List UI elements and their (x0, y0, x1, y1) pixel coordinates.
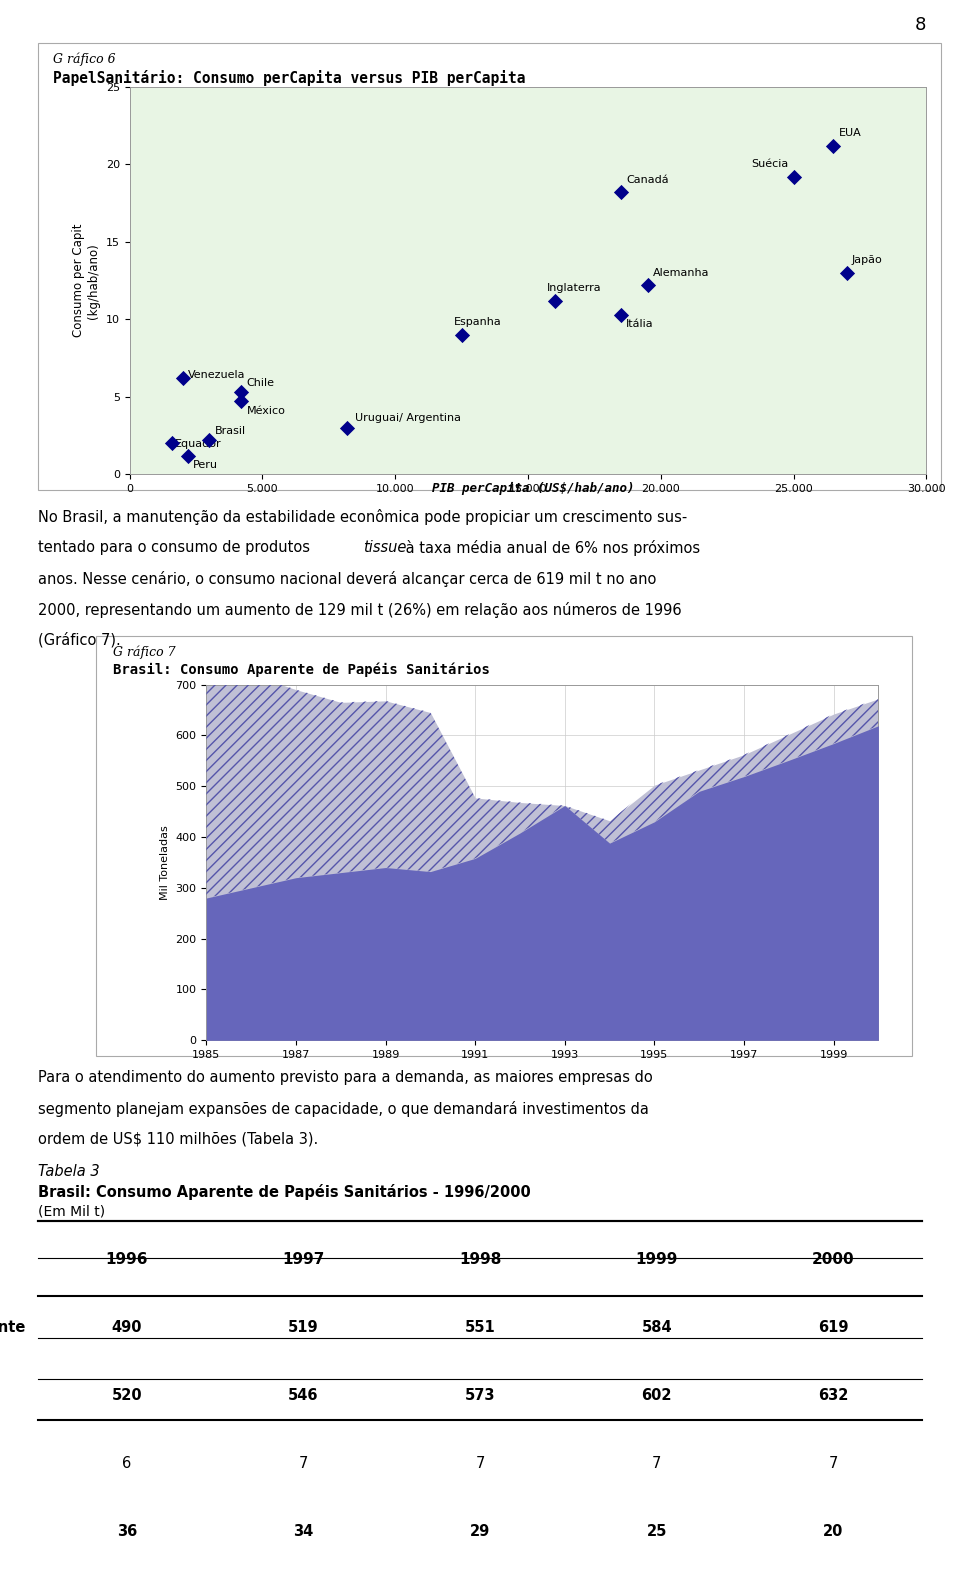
Text: Suécia: Suécia (751, 160, 788, 169)
Text: à taxa média anual de 6% nos próximos: à taxa média anual de 6% nos próximos (401, 539, 701, 557)
Point (786, 164, 802, 190)
Point (839, 261, 854, 286)
Text: anos. Nesse cenário, o consumo nacional deverá alcançar cerca de 619 mil t no an: anos. Nesse cenário, o consumo nacional … (38, 571, 657, 587)
Text: Venezuela: Venezuela (188, 370, 246, 381)
Text: Brasil: Consumo Aparente de Papéis Sanitários - 1996/2000: Brasil: Consumo Aparente de Papéis Sanit… (38, 1184, 531, 1200)
Text: No Brasil, a manutenção da estabilidade econômica pode propiciar um crescimento : No Brasil, a manutenção da estabilidade … (38, 509, 687, 525)
Text: Tabela 3: Tabela 3 (38, 1164, 100, 1178)
Point (613, 180, 629, 206)
Text: Chile: Chile (247, 378, 275, 387)
Point (547, 288, 563, 313)
Point (233, 379, 249, 405)
Point (454, 323, 469, 348)
Point (175, 365, 190, 391)
Text: Japão: Japão (852, 255, 883, 266)
Text: Canadá: Canadá (626, 174, 669, 185)
Text: ordem de US$ 110 milhões (Tabela 3).: ordem de US$ 110 milhões (Tabela 3). (38, 1132, 319, 1146)
Point (164, 430, 180, 455)
Text: Para o atendimento do aumento previsto para a demanda, as maiores empresas do: Para o atendimento do aumento previsto p… (38, 1070, 653, 1085)
Text: 8: 8 (915, 16, 926, 33)
Text: segmento planejam expansões de capacidade, o que demandará investimentos da: segmento planejam expansões de capacidad… (38, 1100, 649, 1118)
Text: tentado para o consumo de produtos: tentado para o consumo de produtos (38, 539, 315, 555)
Text: PIB perCapita (US$/hab/ano): PIB perCapita (US$/hab/ano) (432, 482, 634, 495)
Text: Uruguai/ Argentina: Uruguai/ Argentina (355, 413, 462, 424)
Text: Itália: Itália (626, 319, 654, 329)
Text: (Gráfico 7).: (Gráfico 7). (38, 632, 121, 648)
Y-axis label: Mil Toneladas: Mil Toneladas (160, 825, 170, 900)
Text: tissue: tissue (363, 539, 406, 555)
Text: 2000, representando um aumento de 129 mil t (26%) em relação aos números de 1996: 2000, representando um aumento de 129 mi… (38, 601, 682, 618)
Point (180, 443, 196, 468)
Text: G ráfico 7: G ráfico 7 (113, 645, 176, 659)
Text: Brasil: Consumo Aparente de Papéis Sanitários: Brasil: Consumo Aparente de Papéis Sanit… (113, 662, 491, 677)
Point (202, 427, 217, 452)
Text: EUA: EUA (839, 128, 861, 138)
Text: Inglaterra: Inglaterra (546, 283, 601, 292)
Text: G ráfico 6: G ráfico 6 (53, 52, 115, 66)
Text: Brasil: Brasil (215, 425, 246, 436)
Point (233, 389, 249, 414)
Point (826, 133, 841, 158)
Text: Alemanha: Alemanha (653, 267, 709, 278)
Point (639, 272, 655, 297)
Text: (Em Mil t): (Em Mil t) (38, 1205, 106, 1219)
Y-axis label: Consumo per Capit
(kg/hab/ano): Consumo per Capit (kg/hab/ano) (72, 225, 100, 337)
Point (340, 416, 355, 441)
Text: México: México (247, 406, 285, 416)
Text: Peru: Peru (193, 460, 218, 471)
Text: Espanha: Espanha (454, 318, 501, 327)
Text: PapelSanitário: Consumo perCapita versus PIB perCapita: PapelSanitário: Consumo perCapita versus… (53, 70, 525, 85)
Point (613, 302, 629, 327)
Text: Equador: Equador (175, 438, 222, 449)
